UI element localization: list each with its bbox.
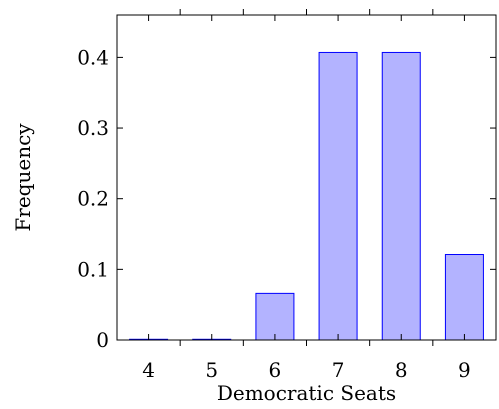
- y-axis-title: Frequency: [11, 123, 35, 232]
- bars-group: [129, 51, 484, 341]
- x-tick-label: 7: [332, 358, 345, 382]
- x-ticks-group: 4 5 6 7 8 9: [142, 9, 471, 382]
- y-tick-label: 0.1: [77, 257, 109, 281]
- x-tick-label: 6: [269, 358, 282, 382]
- y-tick-label: 0: [96, 328, 109, 352]
- y-tick-label: 0.2: [77, 187, 109, 211]
- x-tick-label: 9: [458, 358, 471, 382]
- plot-frame: [116, 14, 497, 341]
- y-tick-label: 0.3: [77, 116, 109, 140]
- x-axis-title: Democratic Seats: [217, 381, 396, 405]
- x-tick-label: 4: [142, 358, 155, 382]
- y-ticks-group: 0 0.1 0.2 0.3 0.4: [77, 45, 496, 352]
- bar-6: [255, 292, 295, 341]
- bar-8: [381, 51, 421, 341]
- bar-7: [318, 51, 358, 341]
- bar-9: [444, 254, 484, 341]
- x-tick-label: 5: [205, 358, 218, 382]
- y-tick-label: 0.4: [77, 45, 109, 69]
- x-tick-label: 8: [395, 358, 408, 382]
